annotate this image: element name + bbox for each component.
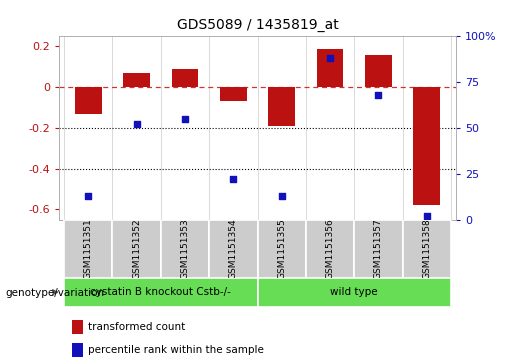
- Bar: [161, 220, 209, 278]
- Bar: [72, 343, 83, 357]
- Bar: [258, 220, 306, 278]
- Point: [423, 213, 431, 219]
- Text: GSM1151358: GSM1151358: [422, 218, 431, 279]
- Bar: [123, 73, 150, 87]
- Text: GSM1151352: GSM1151352: [132, 218, 141, 279]
- Title: GDS5089 / 1435819_at: GDS5089 / 1435819_at: [177, 19, 338, 33]
- Bar: [220, 87, 247, 102]
- Text: GSM1151356: GSM1151356: [325, 218, 335, 279]
- Bar: [403, 220, 451, 278]
- Point: [132, 121, 141, 127]
- Bar: [64, 220, 112, 278]
- Point: [326, 56, 334, 61]
- Point: [374, 92, 383, 98]
- Bar: [258, 278, 451, 307]
- Text: GSM1151355: GSM1151355: [277, 218, 286, 279]
- Text: transformed count: transformed count: [88, 322, 185, 332]
- Bar: [64, 278, 258, 307]
- Text: GSM1151351: GSM1151351: [84, 218, 93, 279]
- Bar: [354, 220, 403, 278]
- Bar: [209, 220, 258, 278]
- Bar: [414, 87, 440, 205]
- Point: [229, 176, 237, 182]
- Point: [278, 193, 286, 199]
- Text: cystatin B knockout Cstb-/-: cystatin B knockout Cstb-/-: [90, 287, 231, 297]
- Bar: [365, 54, 392, 87]
- Point: [84, 193, 92, 199]
- Bar: [268, 87, 295, 126]
- Text: GSM1151353: GSM1151353: [180, 218, 190, 279]
- Bar: [306, 220, 354, 278]
- Bar: [72, 319, 83, 334]
- Text: percentile rank within the sample: percentile rank within the sample: [88, 345, 264, 355]
- Text: GSM1151354: GSM1151354: [229, 218, 238, 279]
- Bar: [112, 220, 161, 278]
- Bar: [75, 87, 101, 114]
- Text: GSM1151357: GSM1151357: [374, 218, 383, 279]
- Text: genotype/variation: genotype/variation: [5, 288, 104, 298]
- Text: wild type: wild type: [331, 287, 378, 297]
- Bar: [171, 69, 198, 87]
- Bar: [317, 49, 344, 87]
- Point: [181, 116, 189, 122]
